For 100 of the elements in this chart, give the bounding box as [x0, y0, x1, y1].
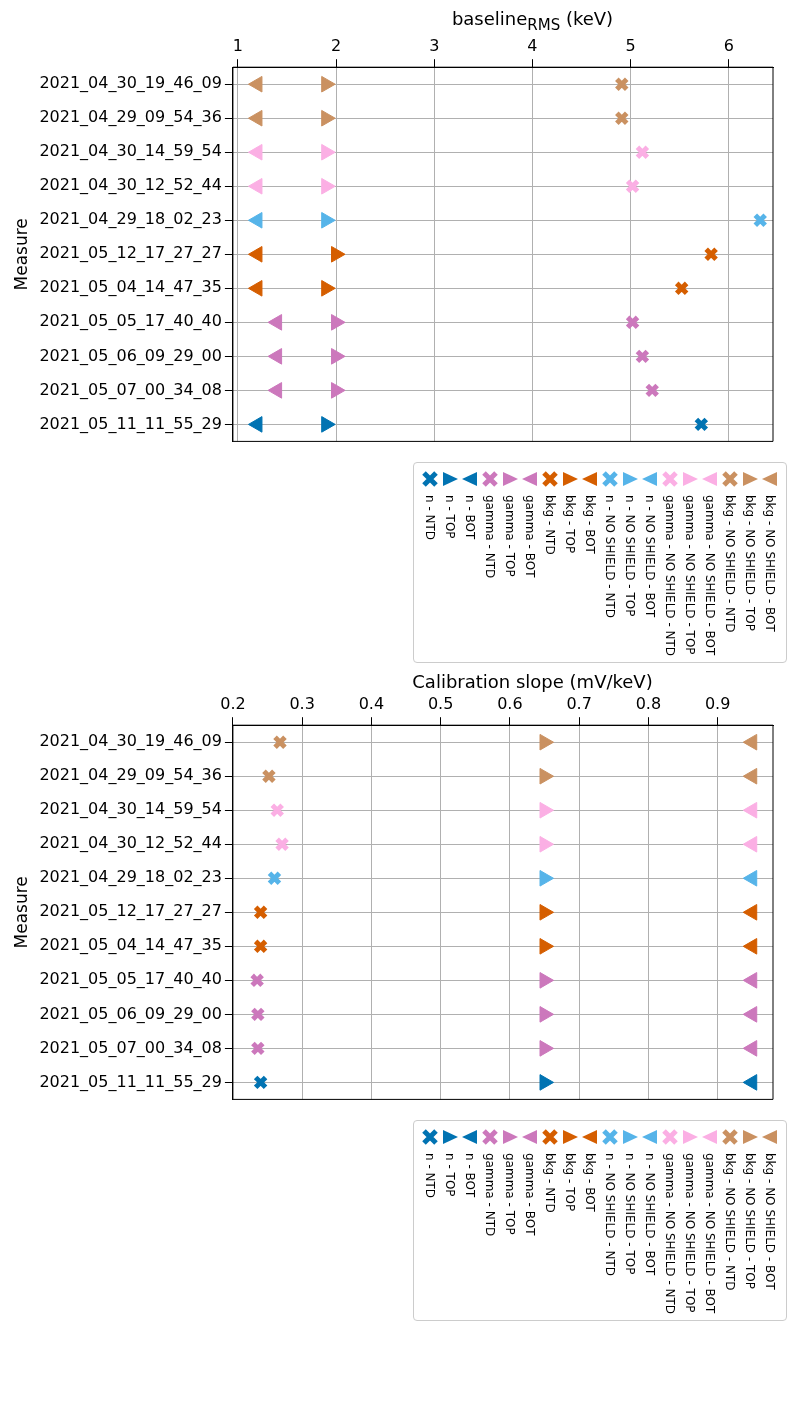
- y-axis-title: Measure: [10, 875, 31, 949]
- legend-label: n - NO SHIELD - TOP: [623, 1152, 637, 1275]
- legend-label: gamma - TOP: [503, 494, 517, 577]
- y-tick-label: 2021_04_30_14_59_54: [39, 799, 222, 820]
- y-tick-label: 2021_04_29_09_54_36: [39, 106, 222, 127]
- legend-label: gamma - BOT: [523, 1152, 537, 1236]
- legend-label: n - TOP: [443, 494, 457, 539]
- legend-label: n - TOP: [443, 1152, 457, 1197]
- legend-label: bkg - NTD: [543, 494, 557, 555]
- legend-label: bkg - NO SHIELD - NTD: [723, 494, 737, 633]
- point: [625, 178, 641, 194]
- point: [674, 280, 690, 296]
- point: [253, 904, 269, 920]
- x-tick-label: 0.2: [220, 693, 246, 713]
- legend-label: gamma - NO SHIELD - NTD: [663, 494, 677, 656]
- point: [247, 279, 263, 297]
- point: [267, 347, 283, 365]
- legend-label: gamma - NO SHIELD - TOP: [683, 1152, 697, 1313]
- x-tick-label: 0.7: [566, 693, 592, 713]
- point: [614, 110, 630, 126]
- y-tick-label: 2021_04_30_19_46_09: [39, 72, 222, 93]
- x-tick-label: 6: [723, 35, 734, 55]
- y-tick-label: 2021_05_04_14_47_35: [39, 935, 222, 956]
- point: [250, 1006, 266, 1022]
- legend-label: bkg - NO SHIELD - BOT: [763, 494, 777, 632]
- y-tick-label: 2021_04_29_09_54_36: [39, 765, 222, 786]
- y-tick-label: 2021_05_06_09_29_00: [39, 345, 222, 366]
- legend-label: n - NO SHIELD - NTD: [603, 1152, 617, 1276]
- point: [272, 734, 288, 750]
- point: [742, 1073, 758, 1091]
- point: [634, 144, 650, 160]
- y-tick-label: 2021_05_11_11_55_29: [39, 413, 222, 434]
- point: [742, 869, 758, 887]
- y-axis-title: Measure: [10, 217, 31, 291]
- legend-label: n - BOT: [463, 494, 477, 539]
- point: [752, 212, 768, 228]
- point: [274, 836, 290, 852]
- point: [634, 348, 650, 364]
- point: [742, 903, 758, 921]
- point: [249, 972, 265, 988]
- y-tick-label: 2021_05_05_17_40_40: [39, 311, 222, 332]
- y-tick-label: 2021_05_11_11_55_29: [39, 1071, 222, 1092]
- x-tick-label: 4: [527, 35, 538, 55]
- x-tick-label: 1: [232, 35, 243, 55]
- legend-label: gamma - BOT: [523, 494, 537, 578]
- legend-label: n - NO SHIELD - TOP: [623, 494, 637, 617]
- x-tick-label: 0.6: [497, 693, 523, 713]
- y-tick-label: 2021_05_04_14_47_35: [39, 277, 222, 298]
- y-tick-label: 2021_05_12_17_27_27: [39, 243, 222, 264]
- point: [742, 801, 758, 819]
- y-tick-label: 2021_04_30_12_52_44: [39, 175, 222, 196]
- y-tick-label: 2021_04_30_12_52_44: [39, 833, 222, 854]
- x-tick-label: 5: [625, 35, 636, 55]
- legend-label: bkg - TOP: [563, 494, 577, 553]
- legend-label: bkg - NO SHIELD - BOT: [763, 1152, 777, 1290]
- legend-label: gamma - NTD: [483, 494, 497, 578]
- x-tick-label: 0.8: [635, 693, 662, 713]
- legend-label: gamma - NO SHIELD - TOP: [683, 494, 697, 655]
- point: [250, 1040, 266, 1056]
- legend-label: n - NTD: [423, 1152, 437, 1198]
- y-tick-label: 2021_04_29_18_02_23: [39, 867, 222, 888]
- point: [247, 177, 263, 195]
- legend-label: bkg - NO SHIELD - TOP: [743, 494, 757, 631]
- point: [742, 937, 758, 955]
- point: [742, 1039, 758, 1057]
- legend-label: n - NO SHIELD - BOT: [643, 1152, 657, 1275]
- legend-label: bkg - BOT: [583, 1152, 597, 1212]
- point: [247, 109, 263, 127]
- point: [742, 971, 758, 989]
- legend-label: bkg - NTD: [543, 1152, 557, 1213]
- y-tick-label: 2021_05_06_09_29_00: [39, 1003, 222, 1024]
- point: [269, 802, 285, 818]
- point: [247, 143, 263, 161]
- point: [253, 938, 269, 954]
- y-tick-label: 2021_04_30_14_59_54: [39, 141, 222, 161]
- point: [703, 246, 719, 262]
- point: [267, 381, 283, 399]
- legend-label: n - NO SHIELD - BOT: [643, 494, 657, 617]
- y-tick-label: 2021_05_07_00_34_08: [39, 379, 222, 400]
- point: [267, 313, 283, 331]
- y-tick-label: 2021_05_12_17_27_27: [39, 901, 222, 922]
- legend-label: n - NTD: [423, 494, 437, 540]
- legend-label: bkg - NO SHIELD - NTD: [723, 1152, 737, 1291]
- x-tick-label: 2: [330, 35, 342, 55]
- legend-label: gamma - TOP: [503, 1152, 517, 1235]
- point: [742, 733, 758, 751]
- x-tick-label: 0.4: [358, 693, 385, 713]
- point: [614, 76, 630, 92]
- point: [742, 835, 758, 853]
- legend-label: gamma - NTD: [483, 1152, 497, 1236]
- legend-label: gamma - NO SHIELD - BOT: [703, 494, 717, 655]
- x-tick-label: 0.3: [289, 693, 315, 713]
- point: [742, 767, 758, 785]
- x-tick-label: 0.5: [427, 693, 454, 713]
- y-tick-label: 2021_05_07_00_34_08: [39, 1037, 222, 1058]
- point: [261, 768, 277, 784]
- point: [267, 870, 282, 886]
- legend-label: bkg - TOP: [563, 1152, 577, 1211]
- legend-label: bkg - BOT: [583, 494, 597, 554]
- x-axis-title: Calibration slope (mV/keV): [411, 670, 654, 692]
